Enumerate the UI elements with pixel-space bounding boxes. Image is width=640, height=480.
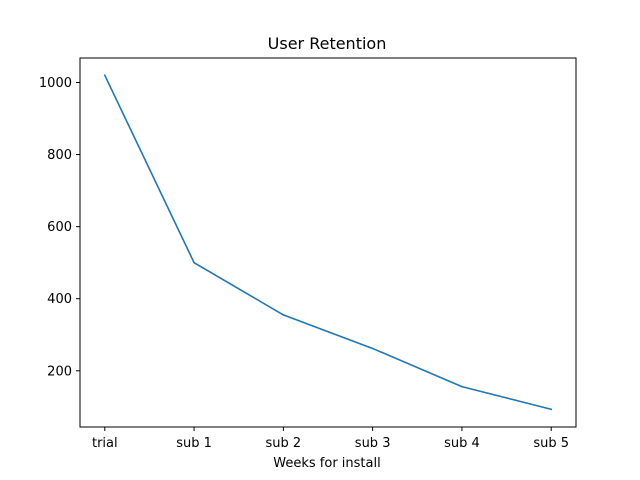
- y-tick-label: 1000: [39, 76, 72, 91]
- x-axis-label: Weeks for install: [273, 456, 380, 471]
- series-line-0: [103, 74, 553, 411]
- plot-frame: [79, 57, 577, 428]
- data-point: [461, 385, 463, 388]
- y-tick-label: 400: [47, 292, 72, 307]
- data-point: [282, 314, 285, 316]
- y-tick-label: 600: [47, 220, 72, 235]
- y-tick-label: 200: [47, 364, 72, 379]
- data-point: [550, 408, 552, 411]
- y-tick-label: 800: [47, 148, 72, 163]
- x-tick-label: sub 2: [266, 436, 302, 451]
- x-tick-label: sub 3: [355, 436, 391, 451]
- data-point: [193, 261, 195, 264]
- x-tick-label: trial: [92, 436, 118, 451]
- x-tick-label: sub 4: [444, 436, 480, 451]
- data-point: [371, 347, 374, 350]
- data-point: [104, 74, 106, 77]
- x-tick-label: sub 1: [176, 436, 212, 451]
- plot-area: trial sub 1 sub 2 sub 3 sub 4 sub 5 200 400 600 8…: [39, 57, 577, 451]
- x-tick-label: sub 5: [533, 436, 569, 451]
- chart-title: User Retention: [268, 34, 387, 53]
